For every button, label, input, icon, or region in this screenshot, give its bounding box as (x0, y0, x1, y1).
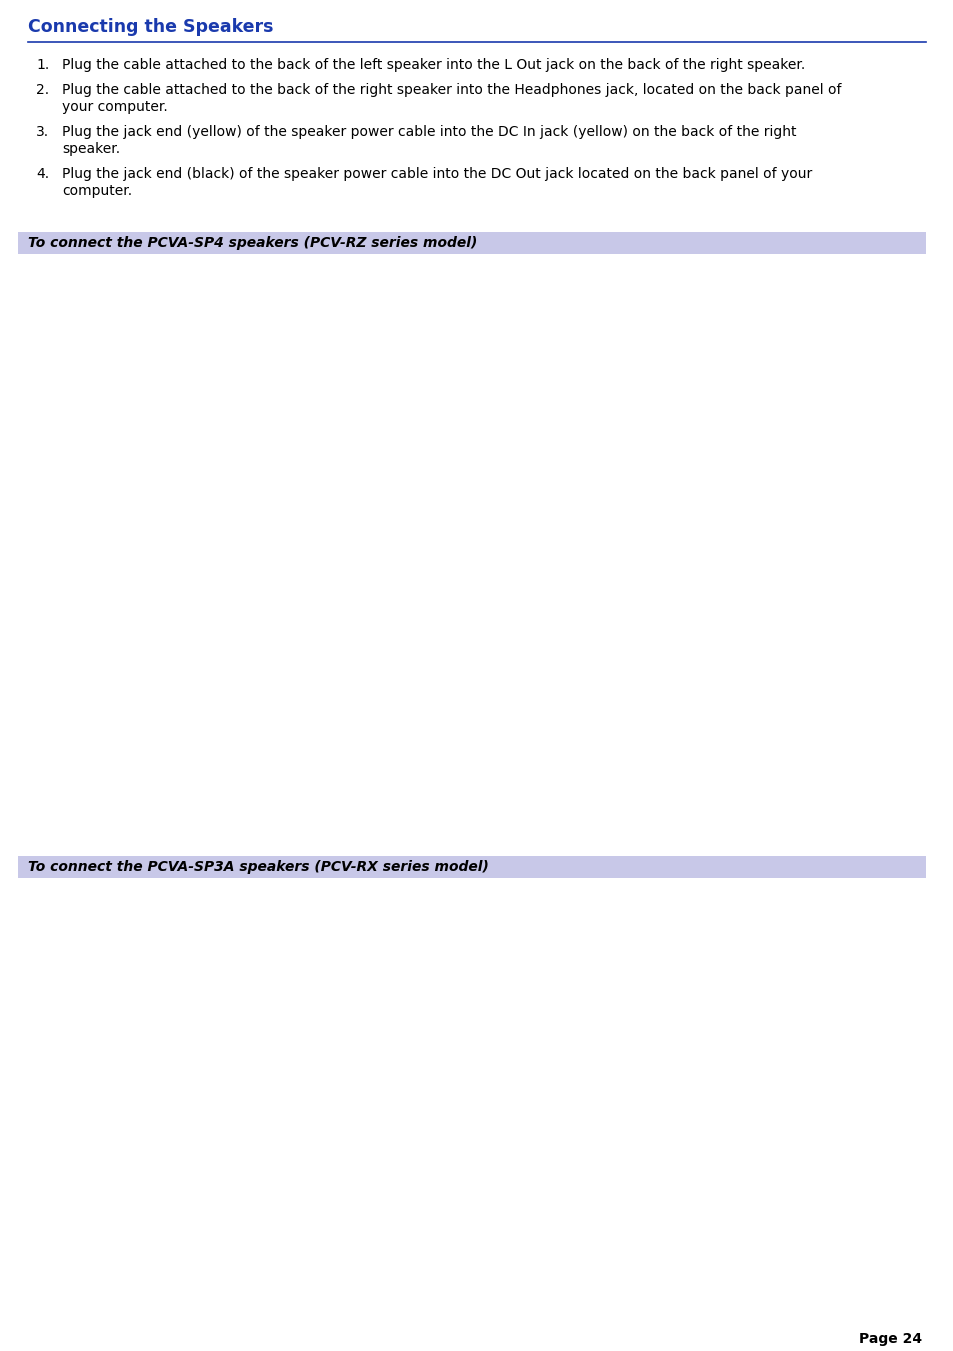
Bar (18, 262, 925, 850)
Text: your computer.: your computer. (62, 100, 168, 113)
Text: 2.: 2. (36, 82, 49, 97)
Text: 3.: 3. (36, 126, 49, 139)
Text: To connect the PCVA-SP4 speakers (PCV-RZ series model): To connect the PCVA-SP4 speakers (PCV-RZ… (28, 236, 476, 250)
Text: Plug the cable attached to the back of the right speaker into the Headphones jac: Plug the cable attached to the back of t… (62, 82, 841, 97)
Bar (18, 232, 925, 254)
Text: 4.: 4. (36, 168, 49, 181)
Text: Connecting the Speakers: Connecting the Speakers (28, 18, 274, 36)
Text: speaker.: speaker. (62, 142, 120, 155)
Bar (18, 857, 925, 878)
Text: To connect the PCVA-SP3A speakers (PCV-RX series model): To connect the PCVA-SP3A speakers (PCV-R… (28, 861, 488, 874)
Text: 1.: 1. (36, 58, 50, 72)
Text: Plug the cable attached to the back of the left speaker into the L Out jack on t: Plug the cable attached to the back of t… (62, 58, 804, 72)
Text: Plug the jack end (black) of the speaker power cable into the DC Out jack locate: Plug the jack end (black) of the speaker… (62, 168, 811, 181)
Text: Plug the jack end (yellow) of the speaker power cable into the DC In jack (yello: Plug the jack end (yellow) of the speake… (62, 126, 796, 139)
Text: computer.: computer. (62, 184, 132, 199)
Text: Page 24: Page 24 (858, 1332, 921, 1346)
